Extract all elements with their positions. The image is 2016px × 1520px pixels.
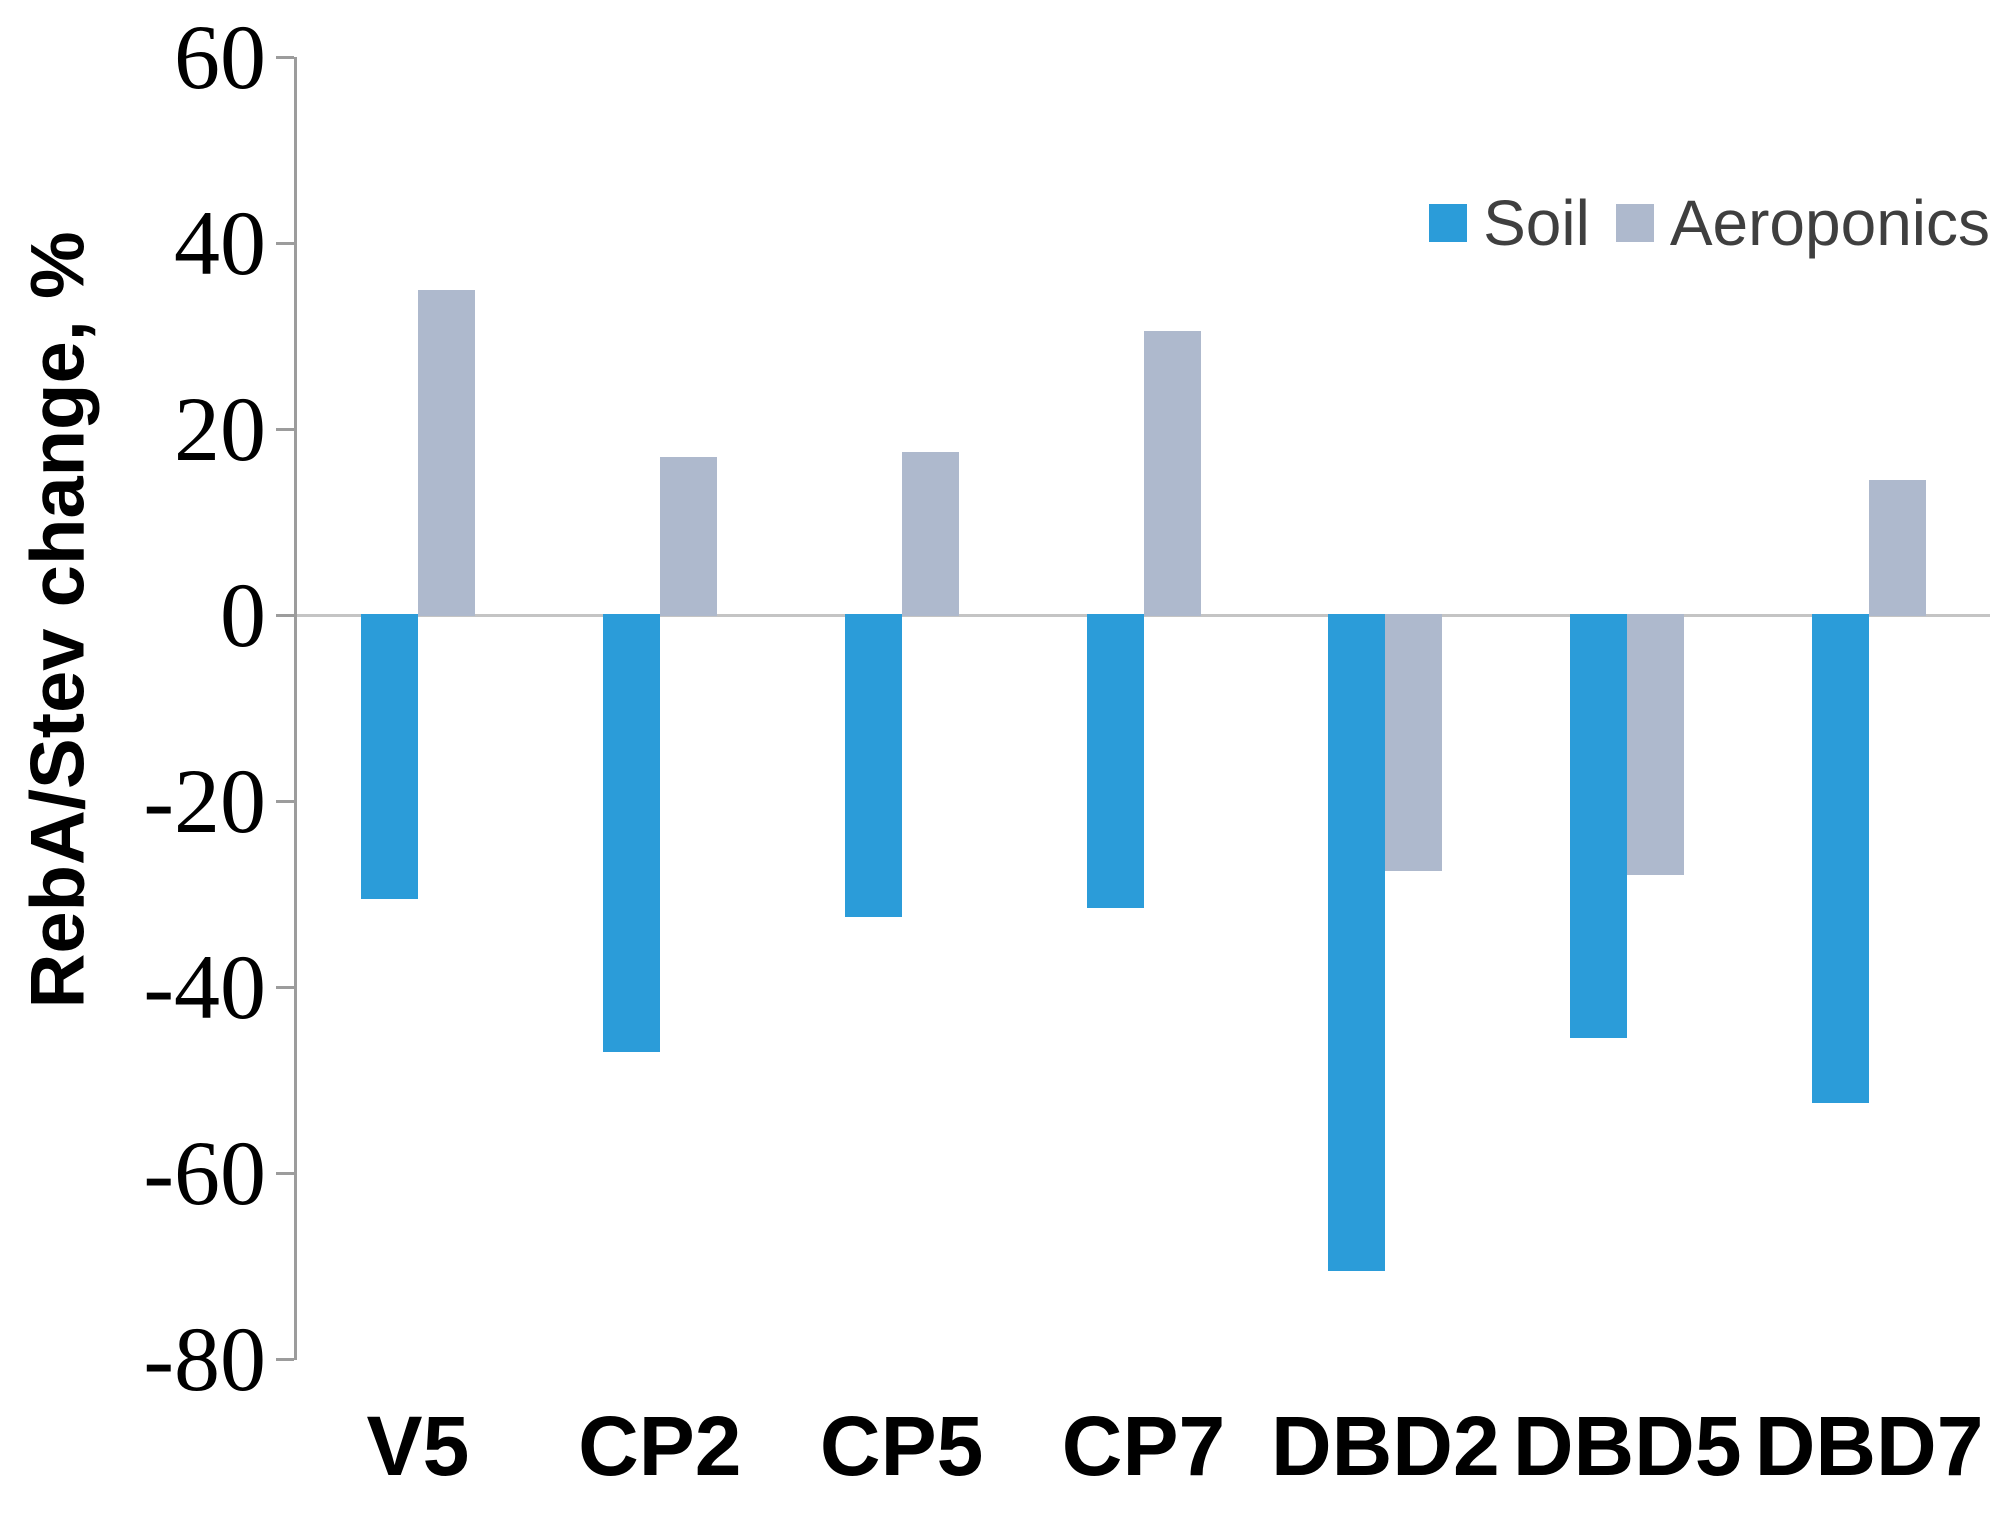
y-tick-label: 0 <box>220 564 266 666</box>
y-axis-tick <box>276 614 294 617</box>
legend-item-aeroponics: Aeroponics <box>1615 186 1990 260</box>
y-axis-tick <box>276 1172 294 1175</box>
y-tick-label: 60 <box>174 6 266 108</box>
y-tick-label: 40 <box>174 192 266 294</box>
bar-aeroponics-v5 <box>417 289 475 616</box>
y-axis-tick <box>276 986 294 989</box>
y-tick-label: -40 <box>143 936 266 1038</box>
bar-soil-dbd7 <box>1812 614 1870 1104</box>
y-tick-label: -20 <box>143 750 266 852</box>
y-tick-label: -60 <box>143 1122 266 1224</box>
y-axis-tick <box>276 242 294 245</box>
bar-aeroponics-dbd5 <box>1627 614 1685 876</box>
y-tick-label: -80 <box>143 1308 266 1410</box>
y-axis-tick <box>276 800 294 803</box>
bar-aeroponics-cp7 <box>1143 331 1201 616</box>
bar-soil-cp7 <box>1086 614 1144 908</box>
bar-aeroponics-cp5 <box>901 452 959 616</box>
bar-soil-dbd5 <box>1570 614 1628 1039</box>
bar-aeroponics-cp2 <box>659 456 717 616</box>
bar-aeroponics-dbd7 <box>1869 480 1927 616</box>
legend-item-soil: Soil <box>1429 186 1590 260</box>
bar-soil-dbd2 <box>1328 614 1386 1271</box>
legend-label: Aeroponics <box>1669 187 1990 259</box>
x-category-label-v5: V5 <box>366 1399 470 1493</box>
y-axis-line <box>294 57 297 1360</box>
y-axis-tick <box>276 428 294 431</box>
legend-swatch-icon <box>1615 204 1654 242</box>
bar-soil-cp5 <box>844 614 902 918</box>
legend-swatch-icon <box>1429 204 1468 242</box>
y-axis-tick <box>276 56 294 59</box>
legend: Soil Aeroponics <box>1429 186 1990 260</box>
bar-aeroponics-dbd2 <box>1385 614 1443 871</box>
x-category-label-dbd5: DBD5 <box>1512 1399 1742 1493</box>
x-category-label-cp5: CP5 <box>819 1399 984 1493</box>
legend-label: Soil <box>1483 187 1590 259</box>
y-tick-label: 20 <box>174 378 266 480</box>
x-category-label-dbd7: DBD7 <box>1754 1399 1984 1493</box>
y-axis-tick <box>276 1358 294 1361</box>
x-category-label-dbd2: DBD2 <box>1270 1399 1500 1493</box>
bar-soil-cp2 <box>602 614 660 1053</box>
x-category-label-cp7: CP7 <box>1061 1399 1226 1493</box>
x-category-label-cp2: CP2 <box>578 1399 742 1493</box>
bar-soil-v5 <box>360 614 418 899</box>
